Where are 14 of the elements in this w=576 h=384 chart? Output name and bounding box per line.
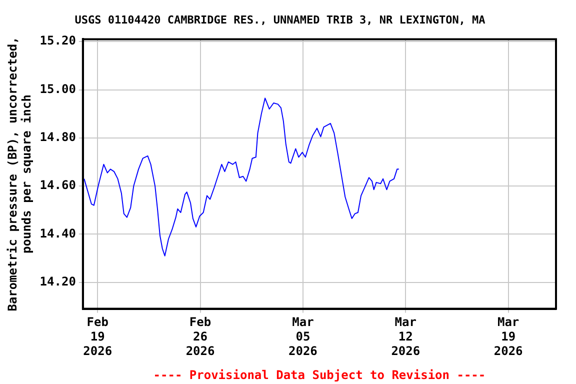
y-tick-label: 14.20 — [40, 274, 76, 288]
x-tick-label: Mar 19 2026 — [494, 315, 523, 358]
x-tick-label: Mar 12 2026 — [391, 315, 420, 358]
y-tick-label: 14.40 — [40, 226, 76, 240]
y-tick-label: 15.20 — [40, 34, 76, 48]
text: ---- Provisional Data Subject to Revision ---- — [153, 368, 486, 382]
y-axis-title: Barometric pressure (BP), uncorrected, pounds per square inch — [5, 36, 34, 312]
x-tick-label: Feb 26 2026 — [186, 315, 215, 358]
x-tick-label: Feb 19 2026 — [83, 315, 112, 358]
y-tick-label: 15.00 — [40, 82, 76, 96]
x-tick-label: Mar 05 2026 — [288, 315, 318, 358]
chart-title: USGS 01104420 CAMBRIDGE RES., UNNAMED TRIB 3, NR LEXINGTON, MA — [74, 13, 486, 26]
y-tick-label: 14.80 — [40, 130, 76, 144]
y-tick-label: 14.60 — [40, 178, 76, 192]
